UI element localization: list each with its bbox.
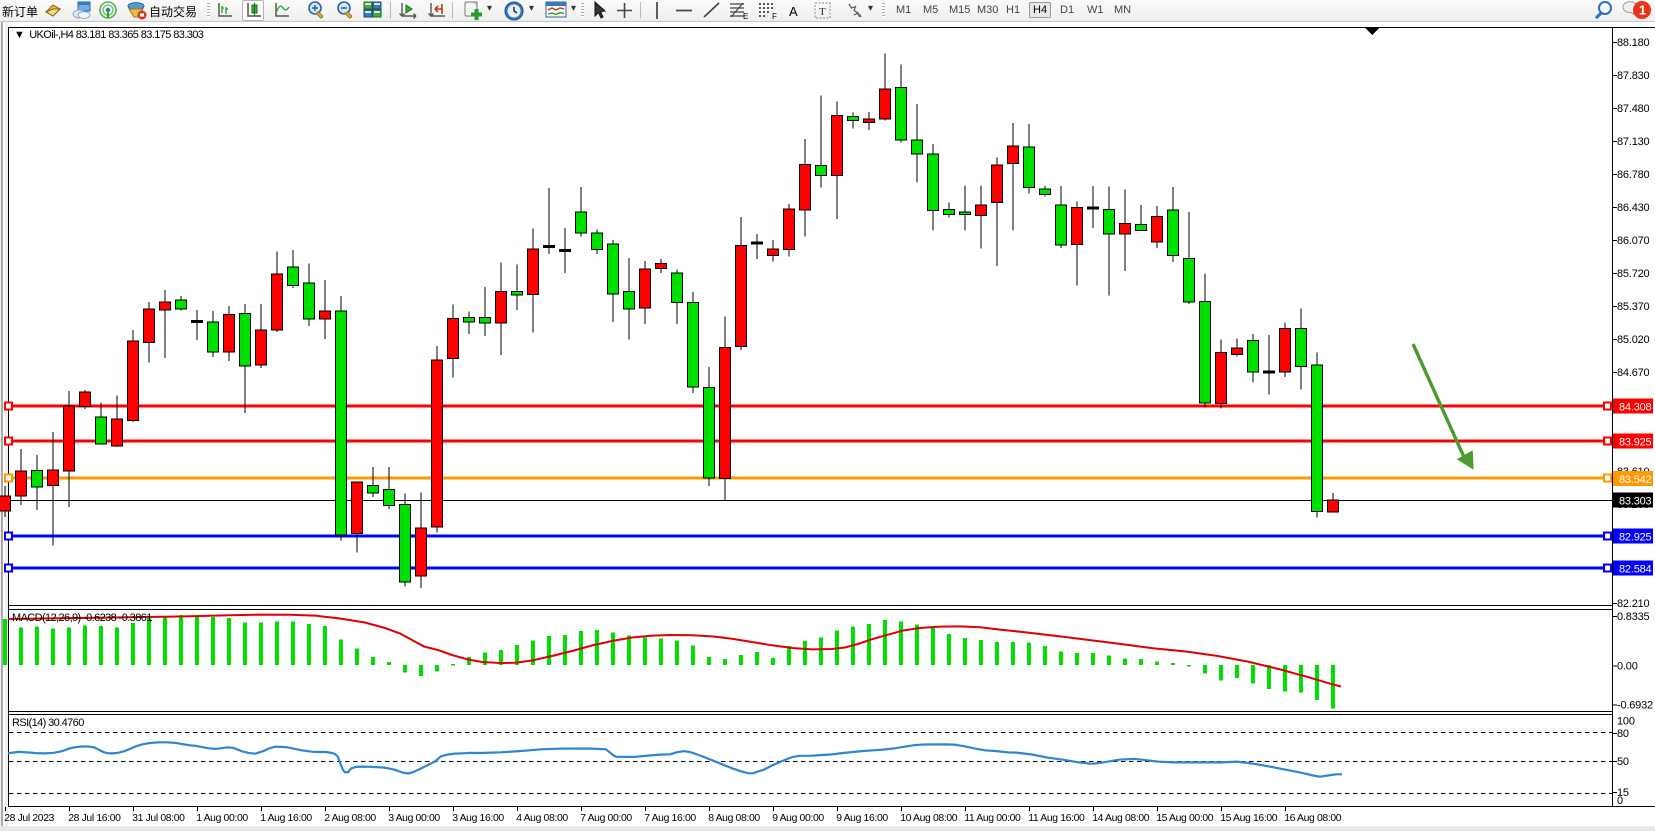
svg-text:82.584: 82.584 (1619, 564, 1652, 576)
svg-text:F: F (772, 12, 777, 20)
svg-text:16 Aug 08:00: 16 Aug 08:00 (1284, 813, 1342, 824)
svg-text:RSI(14) 30.4760: RSI(14) 30.4760 (12, 717, 84, 729)
svg-text:7 Aug 16:00: 7 Aug 16:00 (644, 813, 696, 824)
svg-text:87.130: 87.130 (1617, 136, 1650, 148)
svg-text:82.925: 82.925 (1619, 532, 1652, 544)
svg-text:31 Jul 08:00: 31 Jul 08:00 (132, 813, 185, 824)
svg-text:85.370: 85.370 (1617, 301, 1650, 313)
svg-text:83.542: 83.542 (1619, 474, 1652, 486)
svg-text:87.480: 87.480 (1617, 103, 1650, 115)
svg-text:15 Aug 16:00: 15 Aug 16:00 (1220, 813, 1278, 824)
svg-text:-0.6932: -0.6932 (1617, 700, 1653, 712)
svg-text:86.070: 86.070 (1617, 235, 1650, 247)
svg-text:T: T (819, 6, 826, 18)
svg-text:80: 80 (1617, 728, 1629, 740)
svg-text:1 Aug 00:00: 1 Aug 00:00 (196, 813, 248, 824)
svg-text:100: 100 (1617, 716, 1635, 728)
svg-text:82.210: 82.210 (1617, 598, 1650, 610)
svg-text:86.430: 86.430 (1617, 202, 1650, 214)
svg-text:9 Aug 00:00: 9 Aug 00:00 (772, 813, 824, 824)
svg-text:85.020: 85.020 (1617, 334, 1650, 346)
svg-text:9 Aug 16:00: 9 Aug 16:00 (836, 813, 888, 824)
svg-text:MACD(12,26,9) -0.6238 -0.3861: MACD(12,26,9) -0.6238 -0.3861 (12, 612, 152, 624)
svg-text:0: 0 (1617, 795, 1623, 807)
svg-text:11 Aug 16:00: 11 Aug 16:00 (1028, 813, 1085, 824)
svg-text:7 Aug 00:00: 7 Aug 00:00 (580, 813, 632, 824)
svg-text:E: E (743, 12, 748, 20)
svg-text:84.308: 84.308 (1619, 402, 1652, 414)
svg-text:15: 15 (1617, 787, 1629, 799)
svg-text:10 Aug 08:00: 10 Aug 08:00 (900, 813, 958, 824)
svg-text:87.830: 87.830 (1617, 70, 1650, 82)
svg-text:3 Aug 00:00: 3 Aug 00:00 (388, 813, 440, 824)
svg-text:28 Jul 2023: 28 Jul 2023 (4, 813, 54, 824)
svg-text:11 Aug 00:00: 11 Aug 00:00 (964, 813, 1021, 824)
svg-text:83.925: 83.925 (1619, 437, 1652, 449)
svg-text:▼ UKOil-,H4 83.181 83.365 83: ▼ UKOil-,H4 83.181 83.365 83.175 83.303 (14, 29, 204, 41)
svg-text:84.670: 84.670 (1617, 367, 1650, 379)
svg-text:85.720: 85.720 (1617, 268, 1650, 280)
svg-text:4 Aug 08:00: 4 Aug 08:00 (516, 813, 568, 824)
svg-text:3 Aug 16:00: 3 Aug 16:00 (452, 813, 504, 824)
svg-text:2 Aug 08:00: 2 Aug 08:00 (324, 813, 376, 824)
svg-text:86.780: 86.780 (1617, 169, 1650, 181)
svg-text:28 Jul 16:00: 28 Jul 16:00 (68, 813, 121, 824)
svg-text:1: 1 (1639, 4, 1646, 18)
svg-text:1 Aug 16:00: 1 Aug 16:00 (260, 813, 312, 824)
svg-text:14 Aug 08:00: 14 Aug 08:00 (1092, 813, 1150, 824)
svg-text:83.303: 83.303 (1619, 496, 1652, 508)
svg-text:8 Aug 08:00: 8 Aug 08:00 (708, 813, 760, 824)
svg-text:88.180: 88.180 (1617, 37, 1650, 49)
svg-text:0.00: 0.00 (1617, 661, 1638, 673)
svg-text:50: 50 (1617, 756, 1629, 768)
svg-text:0.8335: 0.8335 (1617, 611, 1650, 623)
svg-text:15 Aug 00:00: 15 Aug 00:00 (1156, 813, 1214, 824)
